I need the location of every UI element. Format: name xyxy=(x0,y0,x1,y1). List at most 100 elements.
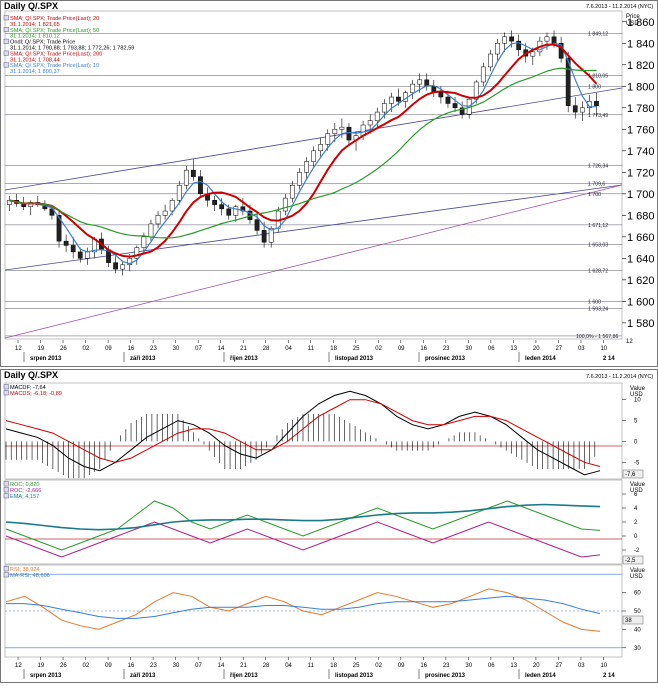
macd_panel-legend-1: MACDS; -6,18; -0,89 xyxy=(10,391,62,397)
rsi_panel-legend-0: RSI; 38,924 xyxy=(10,567,40,573)
price-y-unit-1: Price xyxy=(626,14,640,20)
candle-body-47 xyxy=(339,126,345,130)
sma20-line xyxy=(9,43,598,258)
hline-label-8: 1 653,03 xyxy=(588,242,608,248)
indicator-icon xyxy=(3,566,9,572)
candle-body-51 xyxy=(367,120,373,126)
candle-body-80 xyxy=(572,105,578,113)
candle-body-26 xyxy=(191,169,196,177)
ind-day-label-5: 16 xyxy=(128,663,135,669)
roc_panel-legend-1: ROC; -2,666 xyxy=(10,488,41,494)
candle-body-66 xyxy=(473,81,479,100)
candle-body-17 xyxy=(127,258,133,266)
macd-panel-title: Daily Q/.SPX xyxy=(4,370,58,380)
macd-last-label: -7,6 xyxy=(625,472,636,478)
price-day-label-15: 25 xyxy=(353,346,360,352)
candle-body-21 xyxy=(155,215,161,225)
moving-averages xyxy=(9,42,598,265)
ind-day-label-22: 13 xyxy=(510,663,517,669)
price-plot-area[interactable] xyxy=(4,10,623,340)
candle-body-79 xyxy=(565,58,571,106)
candle-body-68 xyxy=(488,53,493,68)
ind-month-label-6: 2 14 xyxy=(603,673,615,679)
price_panel-legend-7: 31.1.2014; 1 708,44 xyxy=(10,57,60,63)
roc-ytick-label-3: 0 xyxy=(634,534,638,540)
roc-y-axis: 6 4 2 0 -2 xyxy=(622,492,640,554)
ind-day-label-24: 27 xyxy=(555,663,562,669)
price_panel-legend-5: 31.1.2014; 1 790,88; 1 793,88; 1 772,26;… xyxy=(10,46,134,52)
price-ytick-label-0: 1 860 xyxy=(627,17,655,29)
candle-body-16 xyxy=(120,264,126,270)
trendline-fib xyxy=(5,184,622,339)
roc-ytick-label-4: -2 xyxy=(634,548,640,554)
price-legend: SMA; Q/.SPX; Trade Price(Last); 2031.1.2… xyxy=(3,15,134,75)
macd_panel-legend-0: MACDF; -7,64 xyxy=(10,385,46,391)
ma-rsi-line xyxy=(6,595,601,619)
price_panel-legend-1: 31.1.2014; 1 821,65 xyxy=(10,22,60,28)
price-ytick-label-10: 1 660 xyxy=(627,232,655,244)
indicator-icon xyxy=(3,50,9,56)
indicator-x-axis: 12 19 26 02 09 16 23 30 07 14 21 28 04 11 18 25 02 09 16 23… xyxy=(15,657,615,679)
price-corner: 12 xyxy=(626,339,633,345)
price-day-label-16: 02 xyxy=(375,346,382,352)
macd-panel-date-range: 7.6.2013 - 11.2.2014 (NYC) xyxy=(586,374,653,380)
price-day-label-26: 10 xyxy=(600,346,607,352)
candle-body-44 xyxy=(318,144,324,152)
candle-body-72 xyxy=(516,40,522,50)
ind-month-label-0: srpen 2013 xyxy=(30,673,62,679)
candle-body-77 xyxy=(551,36,557,44)
hline-label-4: 1 726,34 xyxy=(588,163,608,169)
price-day-label-23: 20 xyxy=(533,346,540,352)
ind-month-label-2: říjen 2013 xyxy=(230,673,258,679)
candle-body-20 xyxy=(148,223,154,238)
candle-body-27 xyxy=(198,176,203,195)
price-month-label-3: listopad 2013 xyxy=(335,356,374,362)
candle-body-39 xyxy=(282,197,288,212)
roc-ema-line xyxy=(5,503,601,531)
candle-body-8 xyxy=(63,240,69,246)
ind-month-label-3: listopad 2013 xyxy=(335,673,374,679)
rsi-line xyxy=(5,588,601,632)
candle-body-52 xyxy=(374,111,380,121)
candle-body-23 xyxy=(169,200,175,212)
price-day-label-6: 23 xyxy=(150,346,157,352)
candle-body-24 xyxy=(176,184,182,201)
rsi-ytick-label-0: 60 xyxy=(634,591,641,597)
candle-body-7 xyxy=(56,215,62,242)
candle-body-25 xyxy=(183,169,189,186)
price-ytick-label-11: 1 640 xyxy=(627,253,655,265)
price-day-label-13: 11 xyxy=(308,346,315,352)
hline-label-12: 100,0% - 1 567,86 xyxy=(576,334,619,340)
hline-label-3: 1 773,49 xyxy=(588,113,608,119)
roc-plot-area[interactable] xyxy=(4,479,623,565)
ind-day-label-21: 06 xyxy=(488,663,495,669)
price_panel-legend-9: 31.1.2014; 1 800,37 xyxy=(10,69,60,75)
candle-body-41 xyxy=(297,172,302,186)
price-month-label-1: září 2013 xyxy=(130,356,156,362)
candle-body-69 xyxy=(495,43,500,55)
macdf-line xyxy=(5,390,601,476)
price-month-label-6: 2 14 xyxy=(603,356,615,362)
price-ytick-label-9: 1 680 xyxy=(627,210,655,222)
rsi-ytick-label-3: 30 xyxy=(634,646,641,652)
hline-label-5: 1 709,6 xyxy=(588,181,605,187)
rsi-y-unit-1: Value xyxy=(630,568,646,574)
ind-day-label-3: 02 xyxy=(83,663,90,669)
candle-body-36 xyxy=(261,230,267,243)
roc-y-unit-1: Value xyxy=(630,482,646,488)
candle-body-45 xyxy=(325,133,331,145)
ind-day-label-9: 14 xyxy=(218,663,225,669)
price-day-label-7: 30 xyxy=(173,346,180,352)
price-day-label-17: 09 xyxy=(398,346,405,352)
price-ytick-label-14: 1 580 xyxy=(627,318,655,330)
roc-ytick-label-0: 6 xyxy=(634,492,638,498)
ind-day-label-0: 12 xyxy=(15,663,22,669)
price-day-label-19: 23 xyxy=(443,346,450,352)
price-y-axis: 1 860 1 840 1 820 1 800 1 780 1 760 1 740 1 720… xyxy=(622,17,655,330)
ind-day-label-6: 23 xyxy=(150,663,157,669)
candle-body-30 xyxy=(219,204,225,210)
